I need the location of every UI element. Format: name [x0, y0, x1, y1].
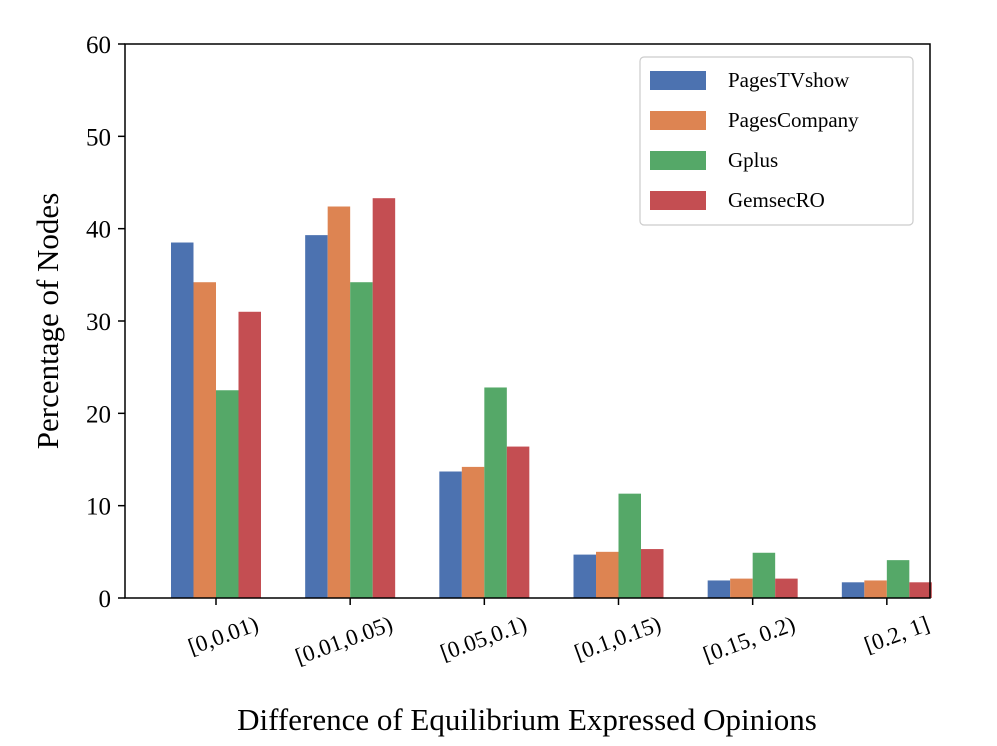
bar-PagesTVshow-4 [707, 580, 731, 598]
y-tick-label: 30 [86, 309, 111, 336]
bar-PagesCompany-4 [730, 578, 753, 598]
x-tick-label: [0.15, 0.2) [700, 611, 799, 667]
x-tick-label: [0.05,0.1) [437, 611, 530, 665]
bar-GemsecRO-5 [909, 582, 932, 598]
legend-label-PagesTVshow: PagesTVshow [728, 68, 850, 92]
legend: PagesTVshow PagesCompany Gplus GemsecRO [639, 56, 914, 226]
x-tick-label: [0.01,0.05) [292, 611, 396, 669]
bar-Gplus-3 [618, 493, 641, 598]
bar-Gplus-1 [350, 282, 373, 598]
y-tick-label: 60 [86, 32, 111, 59]
bar-PagesTVshow-3 [573, 554, 596, 598]
y-tick-label: 50 [86, 124, 111, 151]
bar-PagesTVshow-1 [305, 235, 328, 598]
bar-GemsecRO-1 [372, 198, 396, 598]
legend-swatch-PagesTVshow [650, 71, 706, 90]
y-tick-label: 10 [86, 494, 111, 521]
x-axis-ticks: [0,0.01) [0.01,0.05) [0.05,0.1) [0.1,0.15) [… [185, 598, 933, 669]
y-axis-title: Percentage of Nodes [30, 193, 65, 450]
bar-PagesCompany-2 [461, 466, 485, 598]
legend-swatch-PagesCompany [650, 111, 706, 130]
x-tick-label: [0,0.01) [185, 611, 262, 659]
legend-swatch-GemsecRO [650, 191, 706, 210]
bar-PagesCompany-3 [596, 551, 619, 598]
bar-GemsecRO-4 [775, 578, 798, 598]
bar-Gplus-2 [484, 387, 507, 598]
x-tick-label: [0.2, 1] [861, 611, 933, 657]
y-tick-label: 40 [86, 217, 111, 244]
bar-PagesTVshow-5 [841, 582, 865, 598]
bar-GemsecRO-2 [506, 446, 530, 598]
x-tick-label: [0.1,0.15) [571, 611, 664, 665]
legend-label-PagesCompany: PagesCompany [728, 108, 859, 132]
bar-PagesCompany-5 [864, 580, 887, 598]
bar-PagesCompany-0 [193, 282, 216, 598]
bar-GemsecRO-3 [641, 549, 664, 598]
y-tick-label: 0 [99, 586, 112, 613]
bar-GemsecRO-0 [238, 311, 261, 598]
bars-layer [171, 198, 932, 598]
y-tick-label: 20 [86, 401, 111, 428]
bar-PagesTVshow-0 [171, 242, 194, 598]
bar-PagesCompany-1 [327, 206, 351, 598]
x-axis-title: Difference of Equilibrium Expressed Opin… [237, 702, 817, 737]
legend-label-Gplus: Gplus [728, 148, 778, 172]
bar-Gplus-4 [752, 552, 776, 598]
legend-swatch-Gplus [650, 151, 706, 170]
bar-Gplus-5 [886, 560, 910, 598]
legend-box [639, 56, 914, 226]
y-axis-ticks: 0 10 20 30 40 50 60 [86, 32, 125, 613]
legend-label-GemsecRO: GemsecRO [728, 188, 825, 212]
bar-PagesTVshow-2 [439, 471, 462, 598]
bar-Gplus-0 [216, 390, 239, 598]
